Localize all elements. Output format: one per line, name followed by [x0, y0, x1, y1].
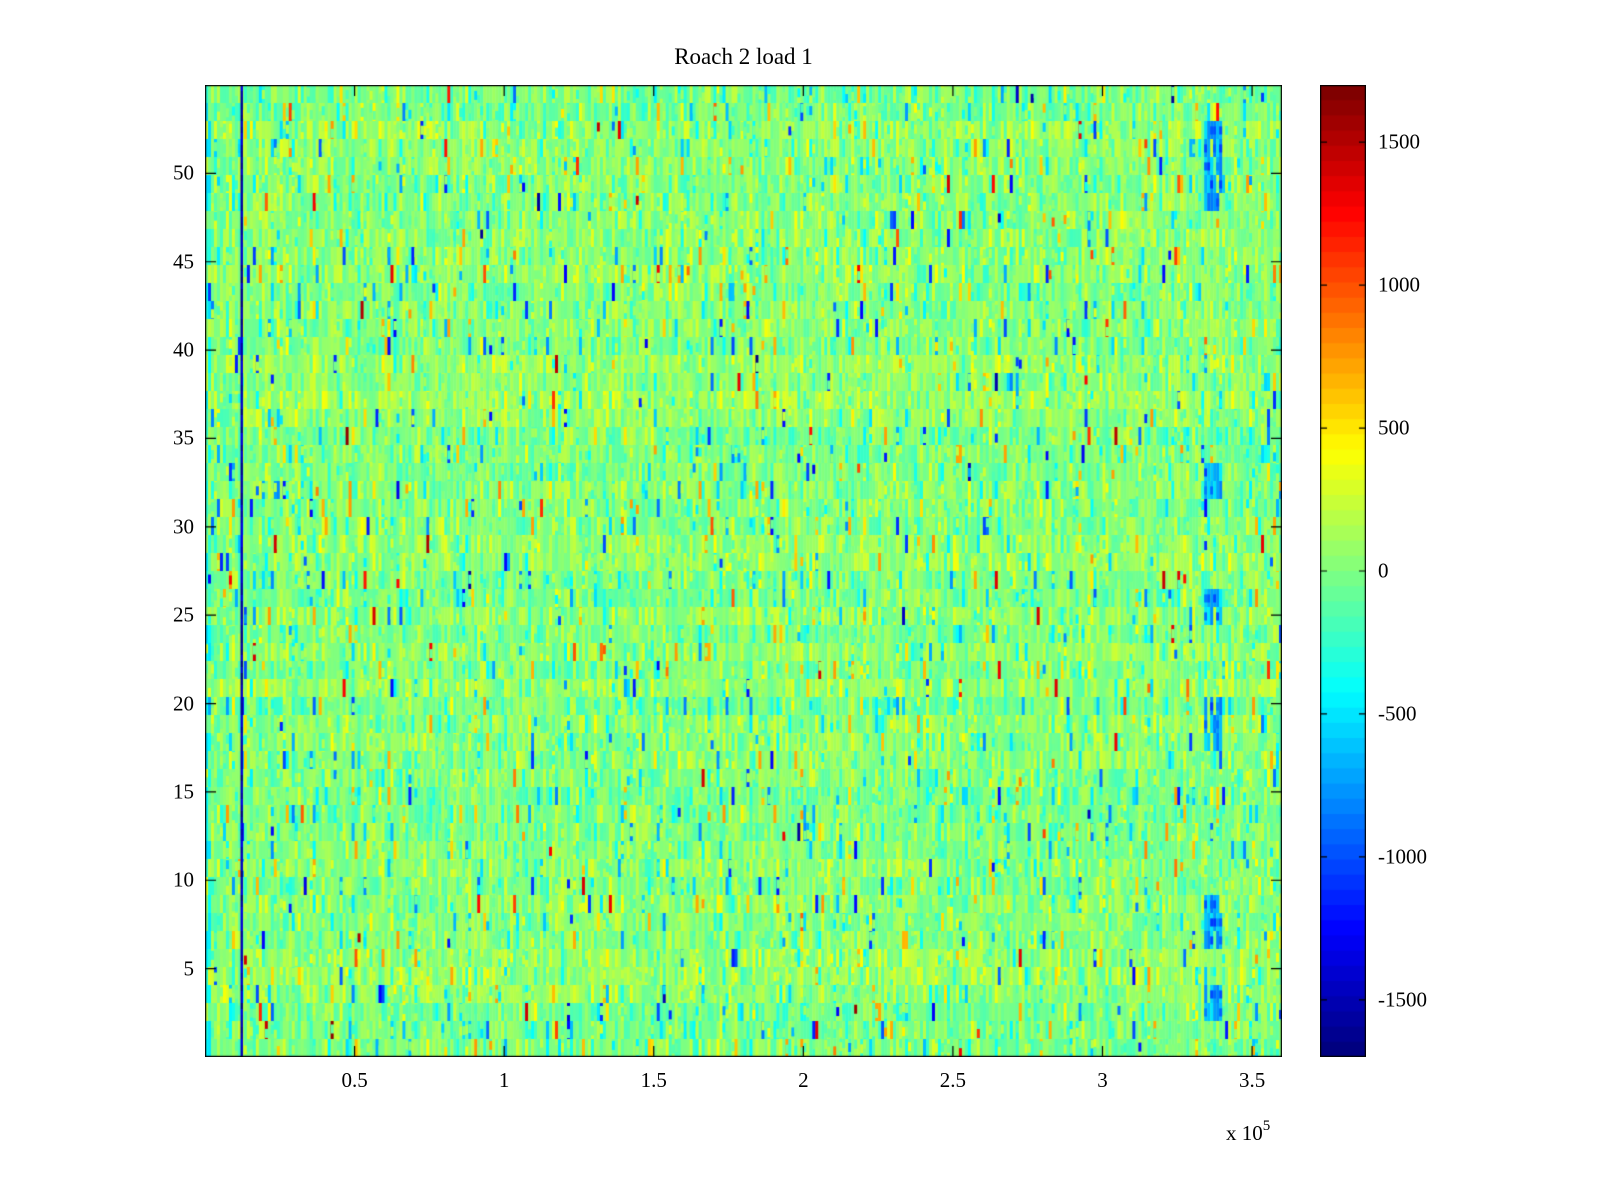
y-tick-label: 5: [183, 956, 195, 981]
colorbar-tick-label: 0: [1378, 558, 1389, 583]
x-axis-multiplier-base: x 10: [1226, 1121, 1263, 1145]
colorbar-tick-label: 1000: [1378, 272, 1420, 297]
y-tick-label: 40: [173, 337, 194, 362]
colorbar-tick-label: -1000: [1378, 844, 1427, 869]
x-axis-multiplier-exponent: 5: [1262, 1118, 1271, 1134]
x-axis-multiplier: x 105: [1226, 1118, 1271, 1146]
y-tick-label: 35: [173, 425, 194, 450]
chart-title: Roach 2 load 1: [674, 44, 813, 69]
colorbar-canvas: [1320, 85, 1366, 1057]
heatmap-canvas: [205, 85, 1282, 1057]
colorbar-tick-label: 500: [1378, 415, 1410, 440]
colorbar: [1320, 85, 1366, 1057]
x-tick-label: 3: [1097, 1068, 1108, 1092]
x-tick-label: 1.5: [640, 1068, 667, 1092]
x-tick-label: 1: [498, 1068, 510, 1092]
x-tick-label: 2: [798, 1068, 809, 1092]
y-tick-label: 30: [173, 514, 194, 539]
y-tick-label: 45: [173, 249, 194, 274]
x-tick-label: 0.5: [341, 1068, 368, 1092]
y-tick-label: 15: [173, 779, 194, 804]
plot-area: [205, 85, 1282, 1057]
x-tick-label: 2.5: [939, 1068, 967, 1092]
colorbar-tick-label: 1500: [1378, 129, 1420, 154]
colorbar-tick-label: -1500: [1378, 987, 1427, 1012]
y-tick-label: 20: [173, 691, 194, 716]
y-tick-label: 25: [173, 602, 194, 627]
x-tick-label: 3.5: [1238, 1068, 1266, 1092]
colorbar-tick-label: -500: [1378, 701, 1417, 726]
y-tick-label: 50: [173, 160, 194, 185]
y-tick-label: 10: [173, 867, 194, 892]
